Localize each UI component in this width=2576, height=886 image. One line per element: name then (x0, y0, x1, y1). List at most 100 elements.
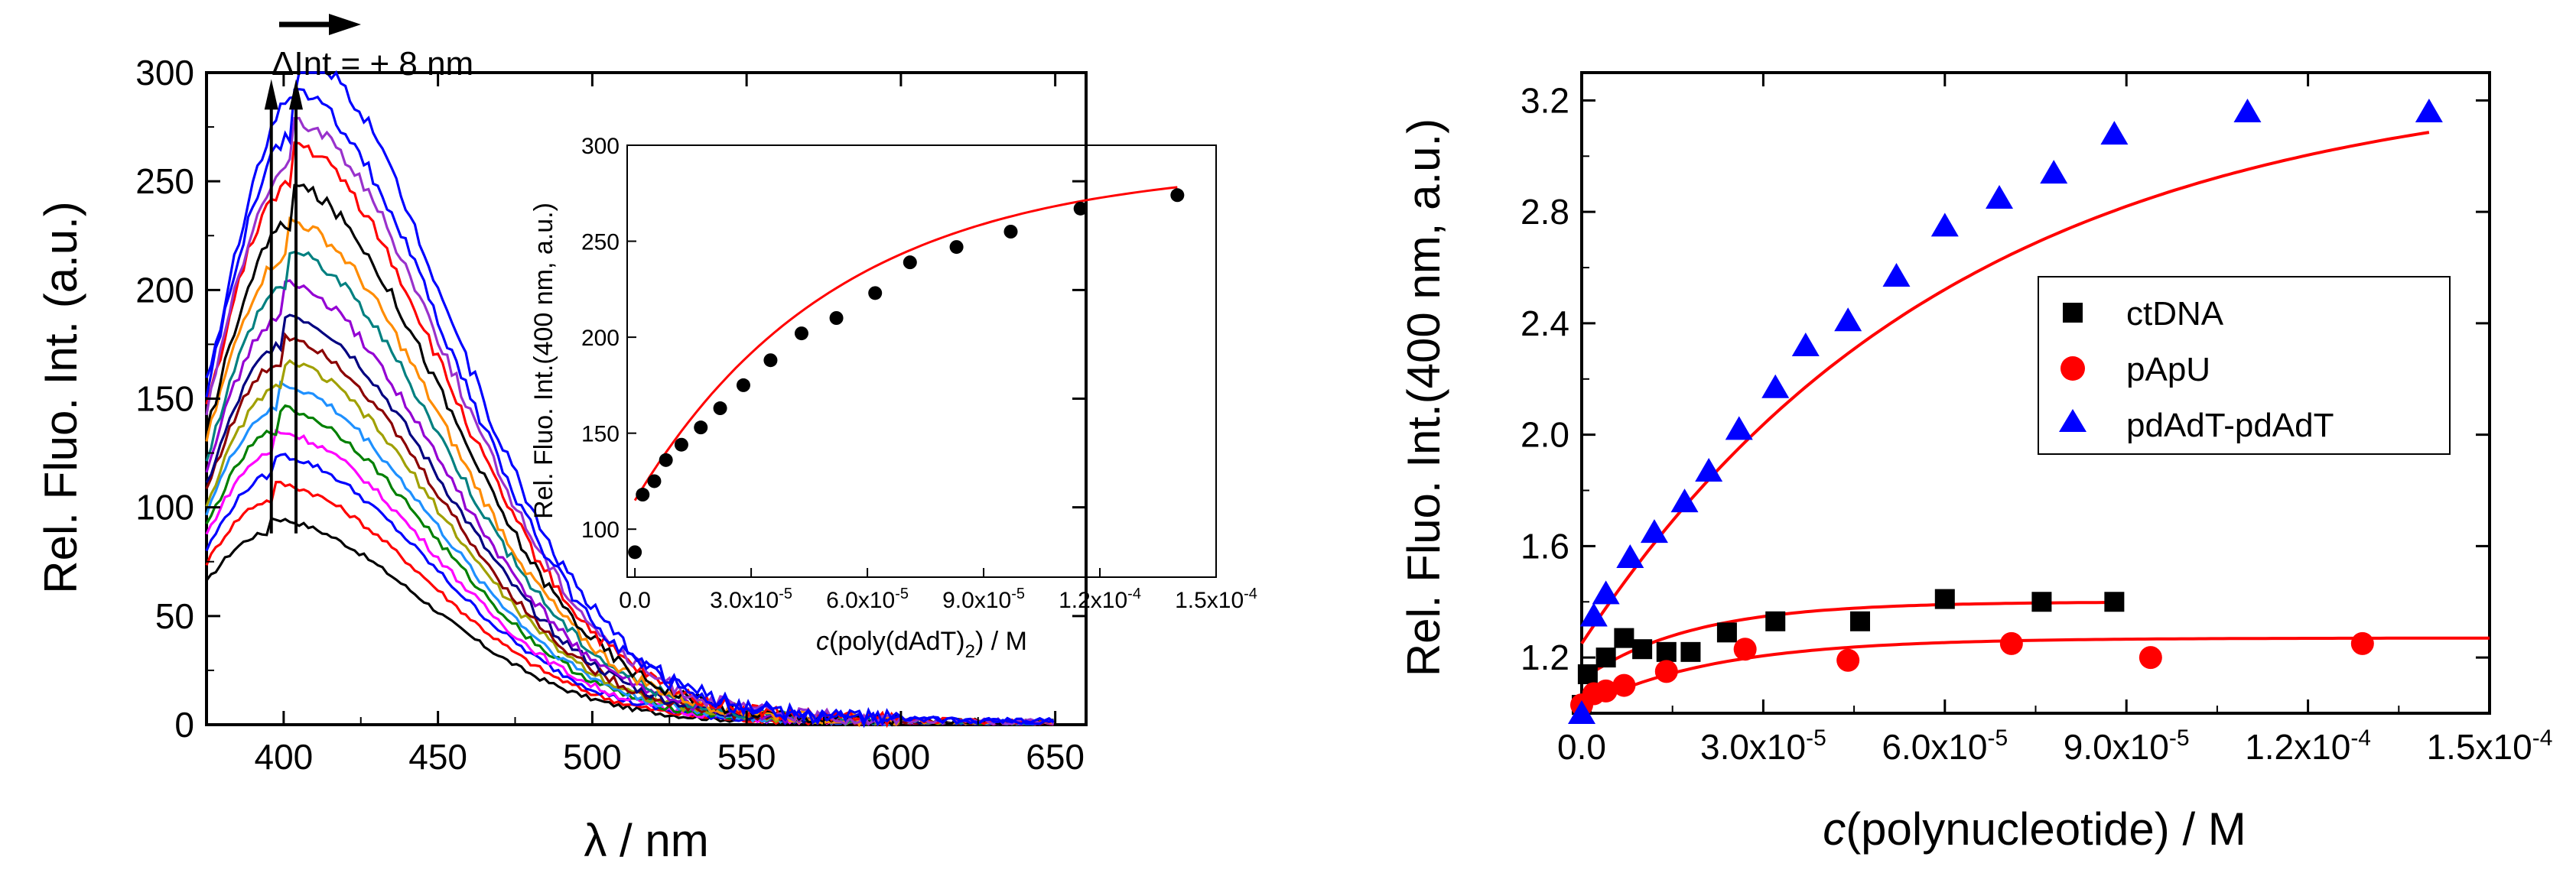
fit-curve-ctDNA (1580, 601, 2115, 681)
data-point-pApU (1594, 679, 1618, 703)
data-point-pApU (2139, 646, 2162, 670)
legend-box (2038, 276, 2451, 455)
legend: ctDNA pApU pdAdT-pdAdT (2038, 276, 2451, 455)
spectrum-line-16 (205, 70, 1055, 729)
shift-arrow (279, 14, 361, 35)
inset-fit-curve (633, 186, 1178, 501)
y-tick-label: 150 (135, 379, 194, 419)
y-tick-label: 0 (174, 705, 194, 745)
inset-plot-frame (626, 144, 1217, 578)
spectra-y-axis-label: Rel. Fluo. Int. (a.u.) (35, 201, 86, 594)
inset-data-point (636, 488, 650, 502)
data-point-ctDNA (1614, 628, 1634, 648)
data-point-pdAdT-pdAdT (1695, 458, 1723, 482)
data-point-pApU (1836, 648, 1860, 672)
inset-y-tick-label: 300 (581, 134, 620, 159)
inset-y-tick-label: 250 (581, 230, 620, 255)
inset-data-point (794, 326, 808, 341)
data-point-ctDNA (2104, 592, 2125, 612)
spectra-series-group (205, 70, 1055, 729)
inset-x-tick-label: 6.0x10-5 (826, 586, 909, 613)
legend-marker-pdadt (2059, 409, 2086, 432)
binding-y-ticks: 1.2 1.6 2.0 2.4 2.8 3.2 (1521, 80, 2490, 677)
x-tick-label: 650 (1026, 737, 1085, 777)
inset-data-point (949, 240, 964, 255)
inset-y-tick-label: 100 (581, 518, 620, 543)
inset-data-point (1003, 225, 1018, 239)
x-tick-label: 3.0x10-5 (1700, 725, 1826, 767)
inset-data-point (903, 255, 917, 270)
y-tick-label: 3.2 (1521, 80, 1569, 120)
inset-y-tick-label: 150 (581, 422, 620, 447)
data-point-pdAdT-pdAdT (1592, 580, 1620, 605)
data-point-pdAdT-pdAdT (1579, 602, 1608, 627)
peak-marker-arrows (264, 79, 304, 534)
spectrum-line-14 (205, 116, 1055, 726)
inset-data-point (713, 401, 727, 416)
y-tick-label: 1.6 (1521, 526, 1569, 566)
data-point-pdAdT-pdAdT (1725, 416, 1753, 440)
data-point-pApU (1733, 638, 1757, 661)
data-point-ctDNA (2031, 592, 2052, 612)
data-point-pdAdT-pdAdT (1882, 262, 1911, 287)
data-point-pdAdT-pdAdT (2415, 99, 2443, 123)
x-tick-label: 1.2x10-4 (2245, 725, 2371, 767)
inset-data-point (736, 378, 750, 392)
binding-x-axis-label: c(polynucleotide) / M (1823, 803, 2246, 855)
y-tick-label: 2.4 (1521, 303, 1569, 343)
data-point-pdAdT-pdAdT (1670, 488, 1699, 513)
inset-y-tick-label: 200 (581, 326, 620, 351)
data-point-pdAdT-pdAdT (1568, 700, 1595, 724)
legend-marker-papu (2060, 356, 2085, 381)
data-point-ctDNA (1577, 664, 1598, 684)
x-tick-label: 500 (563, 737, 622, 777)
binding-data-points (1568, 99, 2443, 724)
fit-curve-pdAdT-pdAdT (1580, 131, 2430, 645)
y-tick-label: 200 (135, 270, 194, 310)
spectra-chart: 400 450 500 550 600 650 0 50 100 150 200 250 300 λ … (35, 14, 1257, 866)
inset-data-point (694, 420, 708, 435)
data-point-pdAdT-pdAdT (1616, 544, 1644, 568)
inset-data-point (1073, 201, 1088, 216)
x-tick-label: 400 (255, 737, 314, 777)
inset-data-point (659, 453, 673, 467)
inset-data-point (628, 545, 642, 560)
binding-chart: 0.0 3.0x10-5 6.0x10-5 9.0x10-5 1.2x10-4 1.5x1… (1398, 71, 2552, 855)
inset-y-axis-label: Rel. Fluo. Int.(400 nm, a.u.) (529, 203, 558, 519)
inset-y-ticks: 100 150 200 250 300 (581, 134, 636, 543)
x-tick-label: 9.0x10-5 (2064, 725, 2190, 767)
data-point-ctDNA (1716, 622, 1737, 643)
spectra-annotation: ΔInt = + 8 nm (272, 45, 473, 83)
x-tick-label: 600 (872, 737, 931, 777)
inset-x-ticks: 0.0 3.0x10-5 6.0x10-5 9.0x10-5 1.2x10-4 1.5x1… (619, 568, 1257, 613)
data-point-pApU (2350, 631, 2374, 655)
data-point-ctDNA (1934, 589, 1955, 609)
data-point-pApU (1612, 673, 1636, 697)
y-tick-label: 100 (135, 488, 194, 527)
data-point-ctDNA (1595, 647, 1616, 668)
binding-x-ticks: 0.0 3.0x10-5 6.0x10-5 9.0x10-5 1.2x10-4 1.5x1… (1557, 73, 2552, 767)
inset-data-point (829, 311, 844, 325)
spectra-x-axis-label: λ / nm (584, 815, 708, 866)
inset-data-point (868, 286, 883, 300)
y-tick-label: 300 (135, 53, 194, 92)
x-tick-label: 0.0 (1557, 727, 1606, 767)
data-point-ctDNA (1656, 641, 1677, 662)
inset-chart: 0.0 3.0x10-5 6.0x10-5 9.0x10-5 1.2x10-4 1.5x1… (529, 134, 1257, 662)
x-tick-label: 550 (717, 737, 776, 777)
inset-data-point (674, 437, 688, 452)
y-tick-label: 250 (135, 161, 194, 201)
y-tick-label: 2.8 (1521, 192, 1569, 232)
legend-label-papu: pApU (2126, 351, 2210, 388)
spectra-y-ticks: 0 50 100 150 200 250 300 (135, 53, 1086, 745)
legend-label-pdadt: pdAdT-pdAdT (2126, 407, 2334, 444)
data-point-pApU (1999, 631, 2023, 655)
data-point-ctDNA (1765, 611, 1786, 631)
data-point-pdAdT-pdAdT (1834, 307, 1862, 332)
data-point-pApU (1654, 660, 1678, 683)
peak-arrow-head (289, 79, 304, 110)
spectrum-line-6 (205, 359, 1055, 727)
x-tick-label: 1.5x10-4 (2427, 725, 2553, 767)
inset-x-tick-label: 9.0x10-5 (942, 586, 1025, 613)
